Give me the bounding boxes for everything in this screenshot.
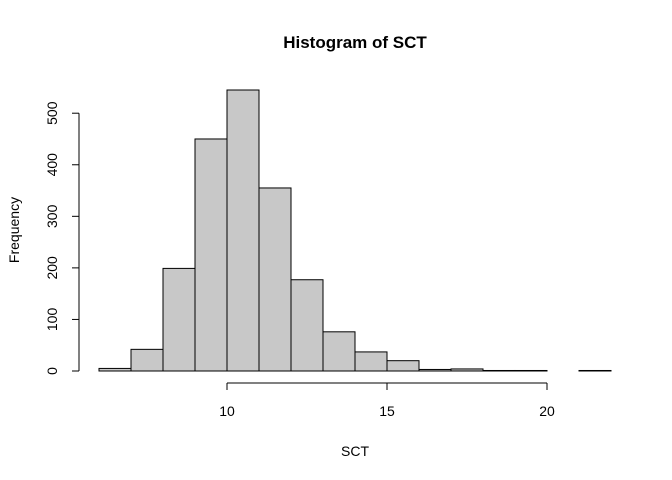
x-tick-label-10: 10: [219, 403, 235, 419]
histogram-bar-7: [322, 331, 356, 372]
y-tick-label-400: 400: [44, 153, 60, 177]
y-tick-label-100: 100: [44, 308, 60, 332]
histogram-bar-8: [354, 351, 388, 372]
y-axis-label: Frequency: [6, 197, 22, 263]
histogram-bar-11: [450, 368, 484, 372]
x-axis: 10 15 20: [219, 382, 555, 419]
y-tick-label-500: 500: [44, 101, 60, 125]
histogram-bar-3: [194, 138, 228, 372]
histogram-bar-9: [386, 360, 420, 372]
x-tick-label-20: 20: [539, 403, 555, 419]
x-tick-label-15: 15: [379, 403, 395, 419]
histogram-bar-12: [482, 369, 516, 372]
histogram-bar-13: [514, 369, 548, 372]
histogram-bar-10: [418, 368, 452, 372]
bars-group: [98, 89, 612, 372]
histogram-bar-4: [226, 89, 260, 372]
histogram-bar-6: [290, 279, 324, 372]
histogram-bar-1: [130, 348, 164, 372]
histogram-bar-15: [578, 369, 612, 372]
histogram-bar-2: [162, 267, 196, 372]
y-axis: 0 100 200 300 400 500: [44, 101, 80, 375]
y-tick-label-200: 200: [44, 256, 60, 280]
histogram-bar-5: [258, 187, 292, 372]
histogram-bar-0: [98, 367, 132, 372]
y-tick-label-0: 0: [44, 367, 60, 375]
chart-title: Histogram of SCT: [283, 33, 427, 52]
y-tick-label-300: 300: [44, 204, 60, 228]
x-axis-label: SCT: [341, 443, 369, 459]
